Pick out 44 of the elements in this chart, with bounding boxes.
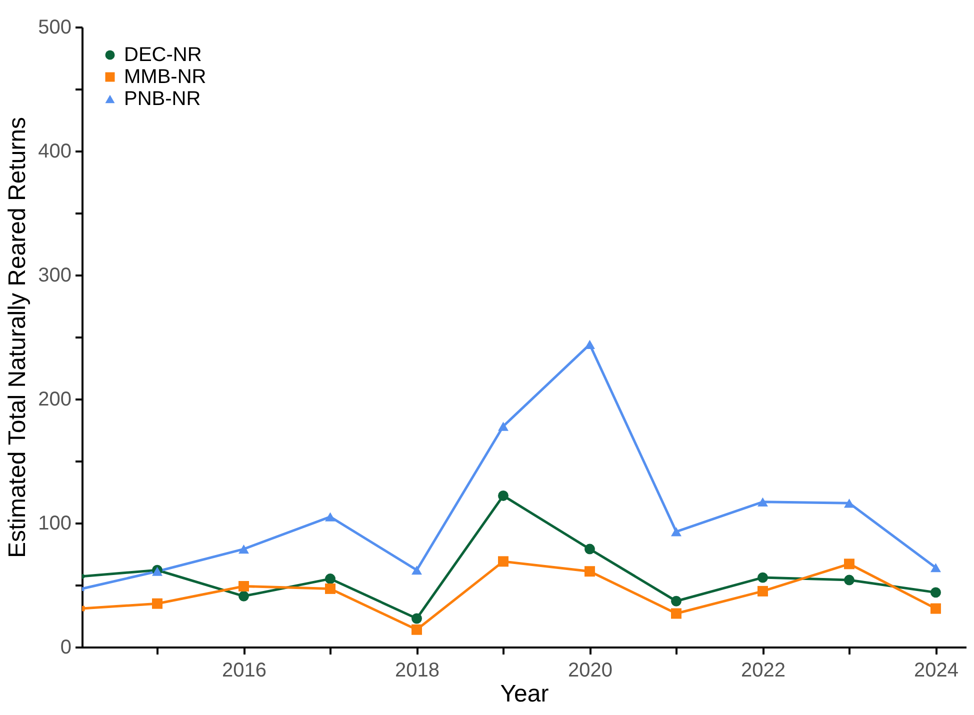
x-tick-label: 2016 xyxy=(222,660,266,682)
x-axis-title: Year xyxy=(500,680,549,708)
point xyxy=(584,340,595,349)
point xyxy=(930,587,941,598)
point xyxy=(757,497,768,506)
point xyxy=(757,586,768,596)
point xyxy=(844,558,854,570)
point xyxy=(412,624,422,635)
point xyxy=(584,544,595,554)
x-tick-label: 2022 xyxy=(740,660,786,682)
point xyxy=(412,613,422,624)
point xyxy=(498,490,508,501)
point xyxy=(584,566,595,577)
point xyxy=(412,566,422,575)
y-tick-label: 500 xyxy=(38,16,72,38)
legend-label: DEC-NR xyxy=(124,44,202,66)
point xyxy=(670,608,682,619)
legend-label: PNB-NR xyxy=(124,88,201,110)
point xyxy=(325,583,336,594)
point xyxy=(930,563,941,572)
legend-label: MMB-NR xyxy=(124,66,206,88)
point xyxy=(238,590,249,602)
y-tick-label: 300 xyxy=(38,264,72,286)
y-tick-label: 100 xyxy=(38,512,72,534)
x-tick-label: 2018 xyxy=(394,660,440,682)
point xyxy=(325,574,336,584)
x-tick-label: 2020 xyxy=(568,660,612,682)
point xyxy=(757,572,768,583)
point xyxy=(152,598,162,609)
y-axis-title: Estimated Total Naturally Reared Returns xyxy=(4,116,32,558)
point xyxy=(670,527,682,536)
point xyxy=(844,498,854,508)
point xyxy=(325,512,336,522)
point xyxy=(498,556,508,567)
point xyxy=(930,603,941,614)
x-tick-label: 2024 xyxy=(914,660,958,682)
point xyxy=(498,422,508,431)
point xyxy=(670,596,682,606)
point xyxy=(238,580,249,592)
y-tick-label: 400 xyxy=(38,140,72,162)
y-tick-label: 200 xyxy=(38,388,72,410)
point xyxy=(844,574,854,586)
point xyxy=(238,544,249,554)
y-tick-label: 0 xyxy=(60,636,72,658)
